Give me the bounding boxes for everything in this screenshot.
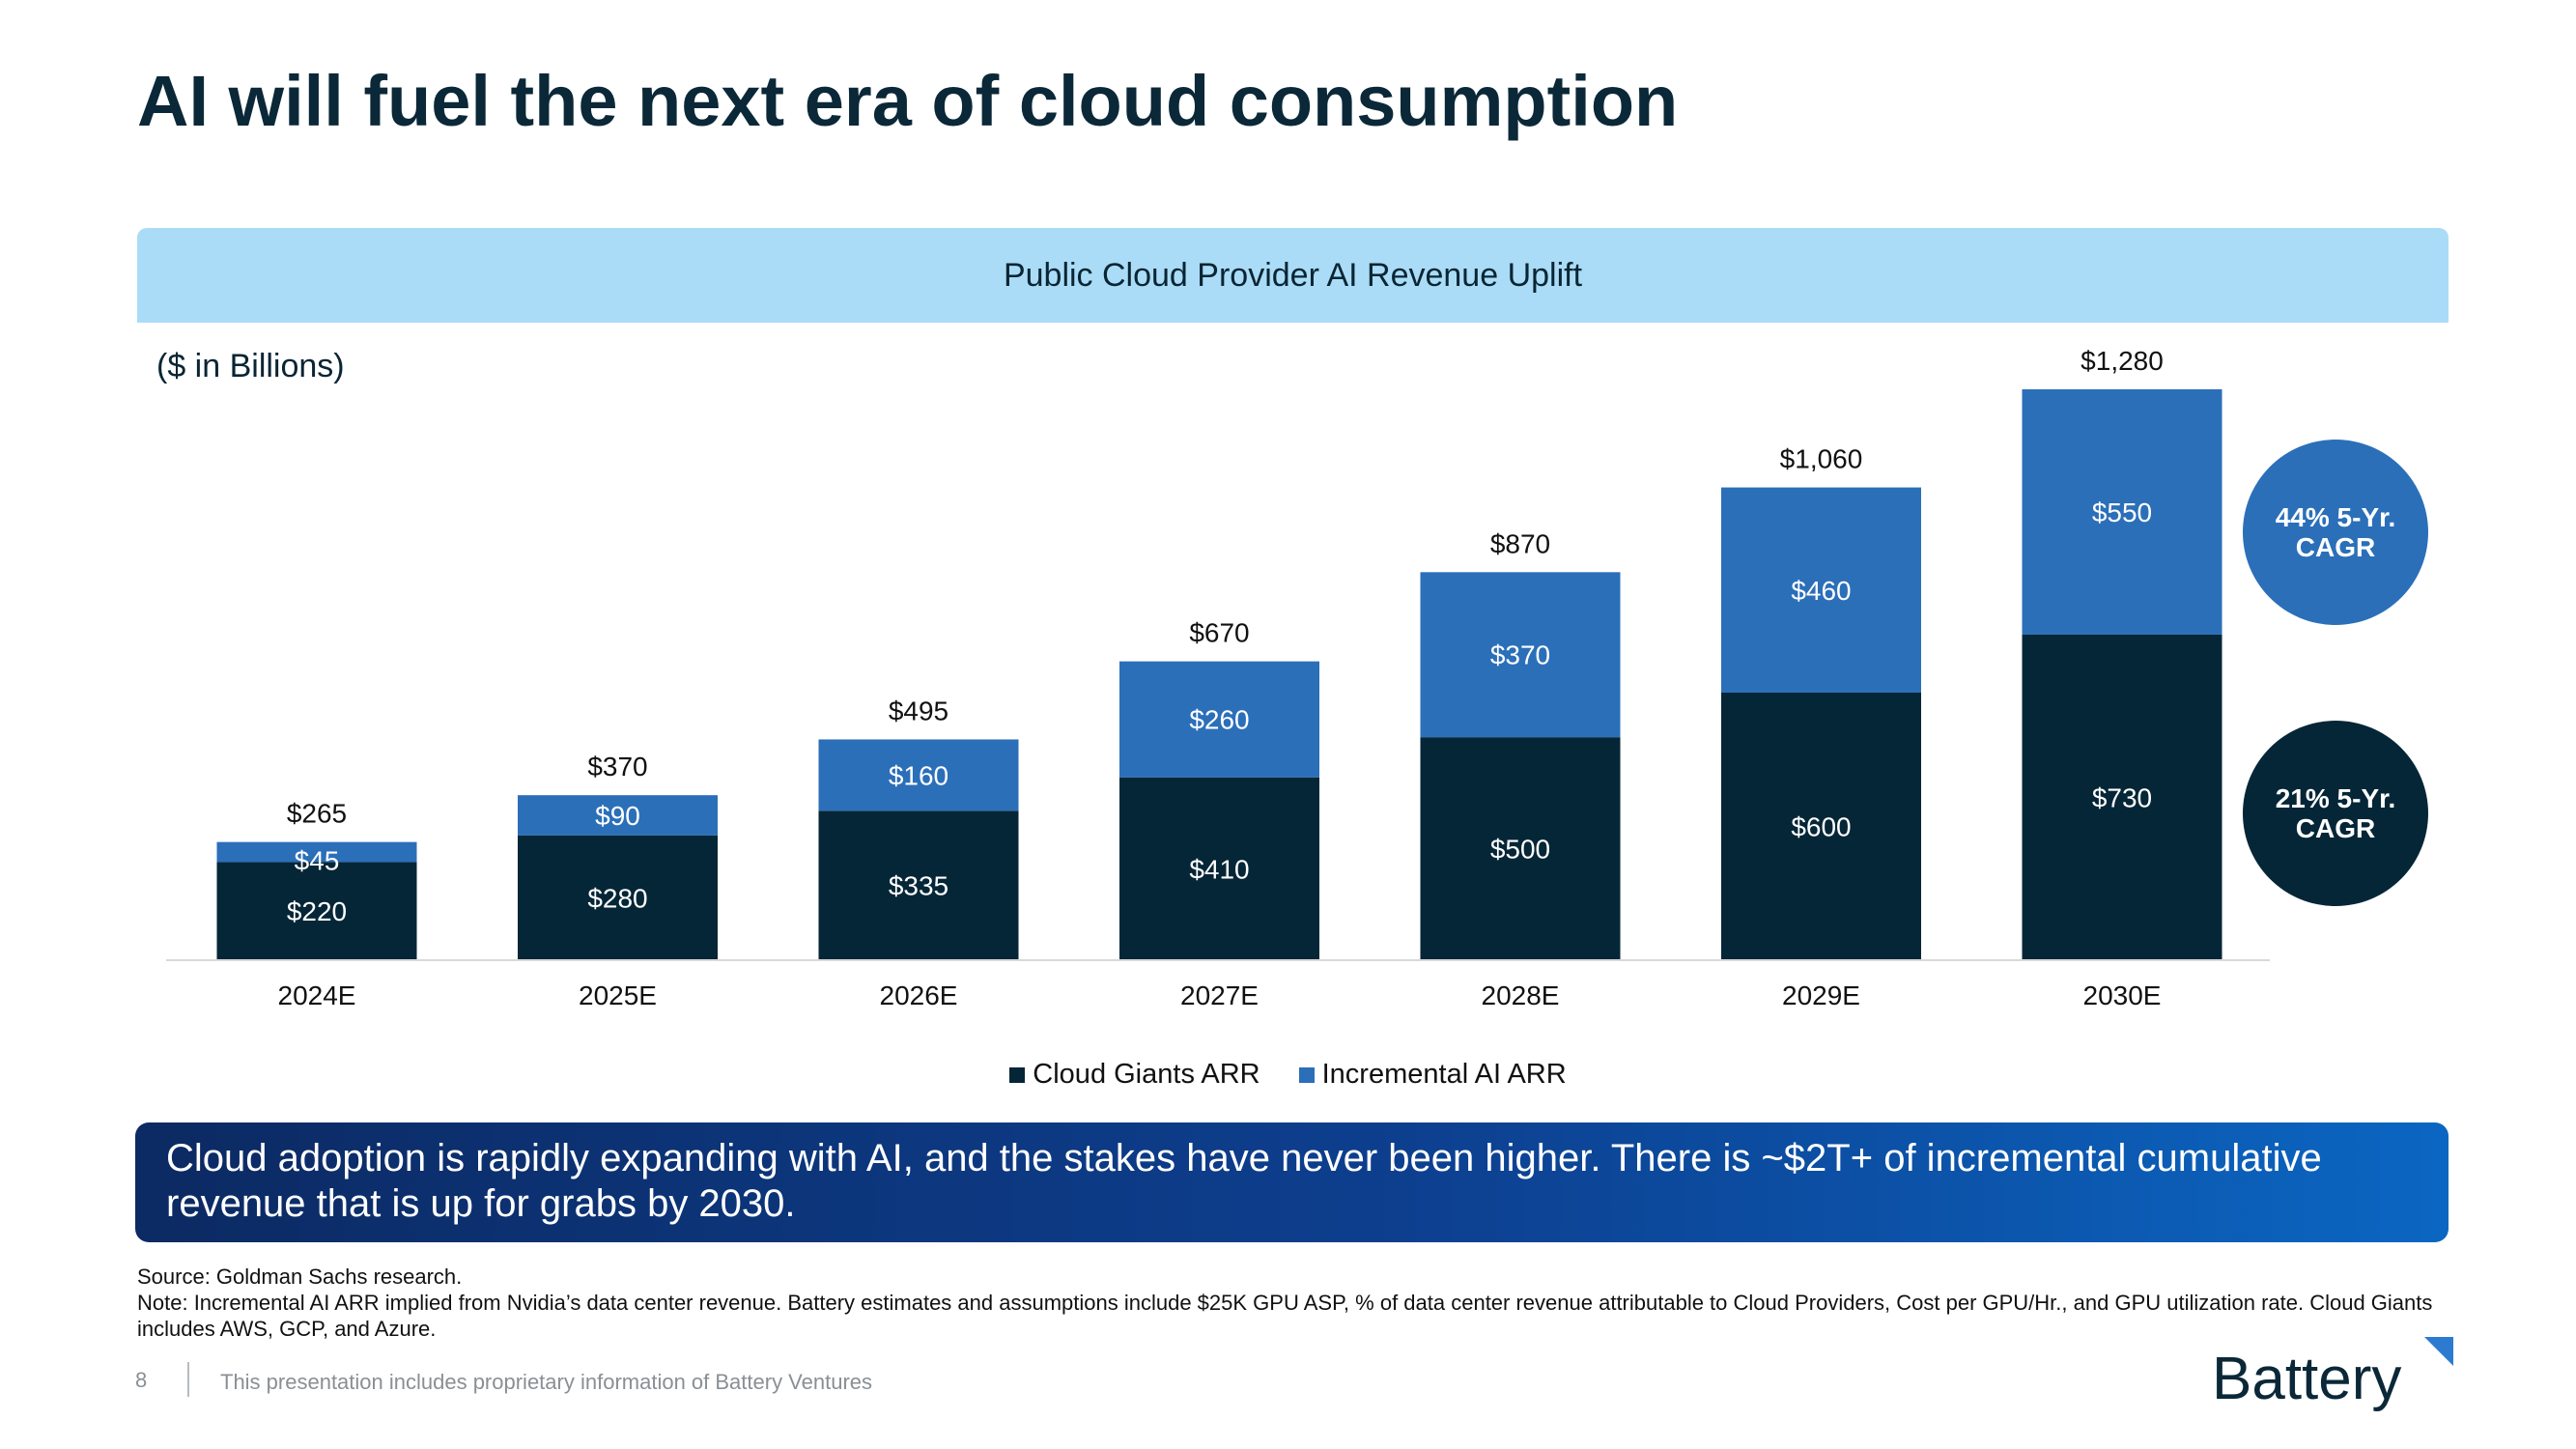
bar-incremental-ai-2028E bbox=[1420, 572, 1621, 738]
data-label-incremental-ai: $370 bbox=[1490, 640, 1550, 670]
page-number: 8 bbox=[135, 1368, 148, 1392]
data-label-incremental-ai: $260 bbox=[1189, 705, 1249, 735]
bar-cloud-giants-2030E bbox=[2022, 634, 2222, 960]
legend-label-incremental: Incremental AI ARR bbox=[1321, 1059, 1567, 1090]
chart-header-text: Public Cloud Provider AI Revenue Uplift bbox=[1003, 256, 1583, 294]
data-label-cloud-giants: $600 bbox=[1791, 811, 1851, 841]
battery-logo: Battery bbox=[2212, 1337, 2453, 1414]
x-tick-label: 2025E bbox=[579, 980, 657, 1010]
bar-incremental-ai-2030E bbox=[2022, 389, 2222, 635]
data-label-incremental-ai: $460 bbox=[1791, 576, 1851, 606]
confidentiality-footer: This presentation includes proprietary i… bbox=[220, 1370, 873, 1394]
data-label-total: $495 bbox=[889, 696, 948, 725]
data-label-total: $870 bbox=[1490, 528, 1550, 558]
slide-title: AI will fuel the next era of cloud consu… bbox=[137, 61, 1679, 141]
bar-incremental-ai-2025E bbox=[518, 795, 718, 836]
data-label-incremental-ai: $45 bbox=[295, 845, 340, 875]
source-note: Source: Goldman Sachs research. bbox=[137, 1264, 463, 1289]
data-label-total: $370 bbox=[587, 752, 647, 781]
incremental-cagr-text: 44% 5-Yr. CAGR bbox=[2275, 502, 2396, 562]
logo-wordmark: Battery bbox=[2212, 1346, 2402, 1412]
x-tick-label: 2029E bbox=[1782, 980, 1860, 1010]
data-label-cloud-giants: $280 bbox=[587, 883, 647, 913]
bar-incremental-ai-2026E bbox=[818, 739, 1019, 811]
bars-layer: $220 $45 $265 $280 $90 $370 $335 $160 $495 $410 $2… bbox=[216, 346, 2222, 960]
bar-cloud-giants-2024E bbox=[216, 862, 417, 960]
bar-cloud-giants-2027E bbox=[1119, 777, 1319, 960]
methodology-note: Note: Incremental AI ARR implied from Nv… bbox=[137, 1291, 2433, 1341]
incremental-cagr-badge: 44% 5-Yr. CAGR bbox=[2243, 440, 2428, 625]
x-axis-ticks: 2024E 2025E 2026E 2027E 2028E 2029E 2030E bbox=[278, 980, 2162, 1010]
bar-incremental-ai-2024E bbox=[216, 841, 417, 863]
bar-incremental-ai-2027E bbox=[1119, 661, 1319, 778]
data-label-incremental-ai: $160 bbox=[889, 760, 948, 790]
footer-divider bbox=[187, 1362, 189, 1397]
chart-header-banner: Public Cloud Provider AI Revenue Uplift bbox=[137, 228, 2449, 323]
key-takeaway-callout: Cloud adoption is rapidly expanding with… bbox=[135, 1122, 2449, 1242]
x-tick-label: 2026E bbox=[880, 980, 958, 1010]
data-label-total: $1,060 bbox=[1780, 444, 1863, 474]
x-tick-label: 2027E bbox=[1180, 980, 1259, 1010]
x-tick-label: 2028E bbox=[1482, 980, 1560, 1010]
bar-cloud-giants-2028E bbox=[1420, 737, 1621, 960]
legend-label-giants: Cloud Giants ARR bbox=[1033, 1059, 1260, 1090]
bar-incremental-ai-2029E bbox=[1721, 487, 1921, 693]
x-tick-label: 2024E bbox=[278, 980, 356, 1010]
giants-cagr-badge: 21% 5-Yr. CAGR bbox=[2243, 721, 2428, 906]
data-label-cloud-giants: $500 bbox=[1490, 835, 1550, 865]
footnotes: Source: Goldman Sachs research. Note: In… bbox=[137, 1264, 2455, 1342]
bar-cloud-giants-2026E bbox=[818, 810, 1019, 960]
data-label-cloud-giants: $730 bbox=[2092, 782, 2152, 812]
bar-cloud-giants-2025E bbox=[518, 835, 718, 960]
legend-item-incremental: Incremental AI ARR bbox=[1298, 1059, 1567, 1091]
x-tick-label: 2030E bbox=[2083, 980, 2162, 1010]
callout-text: Cloud adoption is rapidly expanding with… bbox=[166, 1137, 2322, 1225]
data-label-total: $670 bbox=[1189, 618, 1249, 648]
legend-swatch-incremental bbox=[1298, 1066, 1315, 1083]
chart-legend: Cloud Giants ARR Incremental AI ARR bbox=[0, 1059, 2576, 1091]
data-label-total: $265 bbox=[287, 799, 347, 829]
data-label-cloud-giants: $335 bbox=[889, 871, 948, 901]
data-label-incremental-ai: $90 bbox=[595, 801, 640, 831]
units-label: ($ in Billions) bbox=[156, 348, 345, 384]
bar-cloud-giants-2029E bbox=[1721, 692, 1921, 960]
data-label-total: $1,280 bbox=[2081, 346, 2164, 376]
legend-swatch-giants bbox=[1009, 1066, 1026, 1083]
data-label-cloud-giants: $410 bbox=[1189, 854, 1249, 884]
legend-item-giants: Cloud Giants ARR bbox=[1009, 1059, 1260, 1091]
stacked-bar-chart: $220 $45 $265 $280 $90 $370 $335 $160 $495 $410 $2… bbox=[166, 346, 2270, 1010]
data-label-incremental-ai: $550 bbox=[2092, 497, 2152, 527]
data-label-cloud-giants: $220 bbox=[287, 896, 347, 926]
giants-cagr-text: 21% 5-Yr. CAGR bbox=[2275, 783, 2396, 843]
logo-corner-mark bbox=[2424, 1337, 2453, 1366]
